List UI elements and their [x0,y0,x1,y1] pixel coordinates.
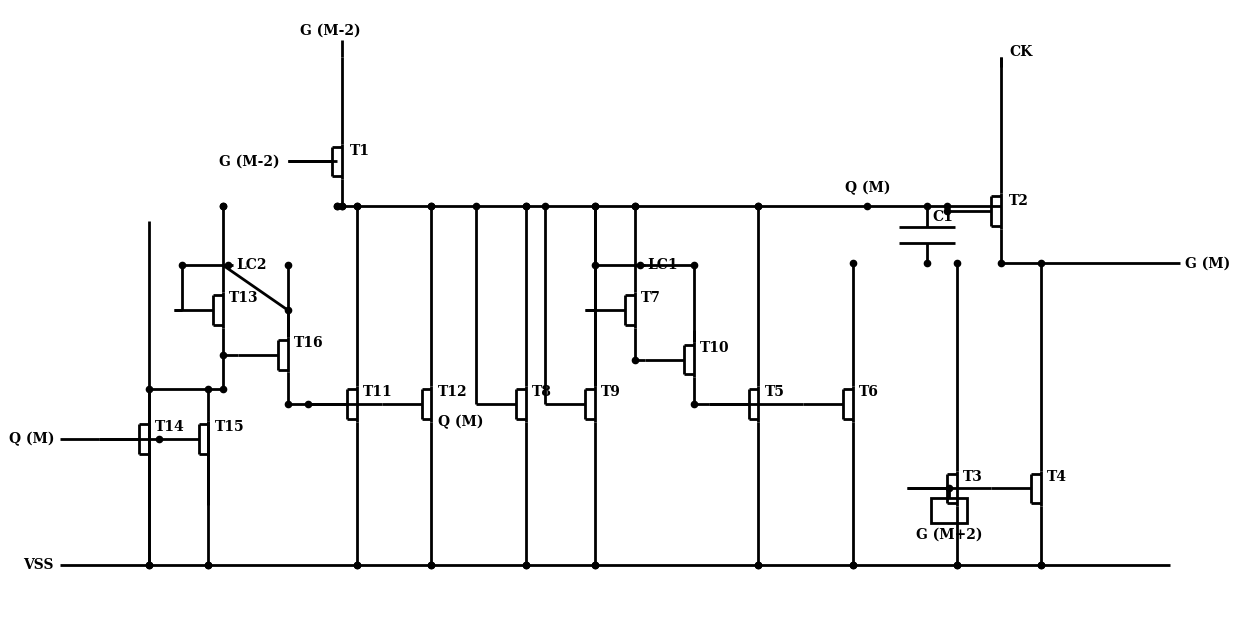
Text: Q (M): Q (M) [439,415,484,429]
Text: T16: T16 [294,336,323,349]
Text: G (M-2): G (M-2) [219,154,280,168]
Text: G (M+2): G (M+2) [916,528,983,542]
Text: T10: T10 [700,341,730,355]
Text: T1: T1 [351,145,370,159]
Text: T7: T7 [641,291,660,305]
Text: T5: T5 [764,386,784,399]
Text: LC2: LC2 [237,258,266,272]
Text: T6: T6 [859,386,878,399]
Text: T9: T9 [601,386,621,399]
Text: CK: CK [1010,46,1032,59]
Text: T12: T12 [437,386,467,399]
Text: T4: T4 [1047,470,1067,483]
Text: T13: T13 [229,291,259,305]
Text: VSS: VSS [24,558,53,572]
Text: G (M): G (M) [1184,257,1230,270]
Text: T8: T8 [532,386,551,399]
Text: T14: T14 [155,420,185,434]
Text: T11: T11 [363,386,393,399]
Text: T15: T15 [214,420,244,434]
Text: Q (M): Q (M) [845,181,891,195]
Text: LC1: LC1 [648,258,678,272]
Text: C1: C1 [932,210,953,224]
Text: T3: T3 [963,470,983,483]
Bar [930,499,966,523]
Text: G (M-2): G (M-2) [300,23,361,37]
Text: T2: T2 [1010,194,1030,208]
Text: Q (M): Q (M) [10,432,55,446]
